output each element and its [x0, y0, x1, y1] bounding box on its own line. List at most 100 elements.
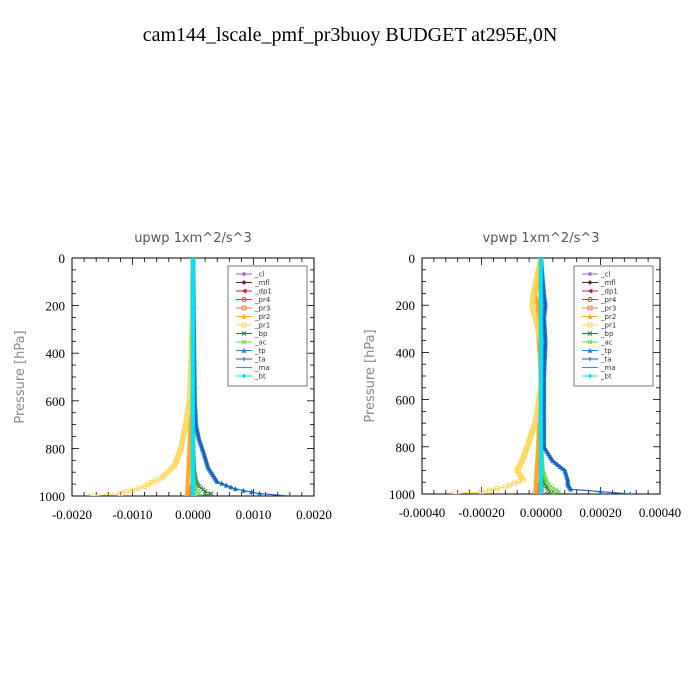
data-point [628, 492, 633, 494]
legend-entry-cl: _cl [236, 271, 264, 279]
legend-label: _ac [600, 339, 613, 347]
legend-marker [241, 331, 247, 336]
y-axis-label: Pressure [hPa] [13, 330, 28, 423]
legend-marker [587, 288, 593, 294]
legend-marker [241, 339, 247, 345]
chart-panel-1: upwp 1xm^2/s^3 Pressure [hPa] 0 200 400 600 80… [13, 231, 332, 522]
legend-marker [587, 347, 593, 353]
data-point [556, 489, 562, 494]
data-point [287, 494, 292, 496]
y-tick-label: 800 [396, 440, 416, 455]
x-tick-label: 0.0020 [296, 507, 332, 522]
y-tick-label: 400 [396, 345, 416, 360]
data-point [117, 491, 123, 496]
figure-title: cam144_lscale_pmf_pr3buoy BUDGET at295E,… [143, 24, 558, 46]
y-tick-label: 0 [59, 251, 66, 266]
legend-entry-ta: _ta [236, 356, 266, 364]
legend-entry-pr1: _pr1 [236, 322, 270, 330]
data-point [130, 487, 135, 493]
legend-entry-pr3: _pr3 [236, 305, 270, 313]
data-point [553, 460, 558, 465]
data-point [494, 486, 500, 491]
data-point [598, 489, 603, 494]
x-tick-label: -0.0020 [52, 507, 92, 522]
legend-label: _ma [600, 364, 616, 372]
legend-marker [587, 297, 593, 302]
data-point [564, 474, 569, 479]
series-pr1 [449, 258, 547, 494]
legend-label: _dp1 [600, 288, 618, 296]
legend-box [573, 265, 654, 387]
chart-panel-2: vpwp 1xm^2/s^3 Pressure [hPa] 0 200 400 600 80… [363, 231, 681, 520]
legend-label: _ac [254, 339, 267, 347]
legend-label: _dp1 [254, 288, 272, 296]
data-point [241, 488, 246, 493]
data-point [520, 477, 526, 483]
data-point [215, 479, 220, 484]
data-point [511, 480, 517, 486]
legend-entry-pr3: _pr3 [582, 305, 616, 313]
data-point [555, 462, 560, 467]
data-point [87, 493, 93, 496]
data-point [228, 485, 233, 490]
legend-marker [242, 272, 246, 276]
series-pr1 [87, 258, 196, 496]
legend-marker [241, 297, 247, 302]
legend-marker [242, 357, 246, 361]
data-point [507, 482, 513, 488]
x-tick-label: 0.00020 [579, 505, 621, 520]
legend-label: _ta [600, 356, 612, 364]
legend-marker [587, 280, 593, 285]
legend-entry-pr4: _pr4 [582, 296, 617, 304]
legend-marker [587, 331, 593, 336]
data-point [136, 485, 142, 491]
panel-title: upwp 1xm^2/s^3 [134, 231, 252, 246]
legend-entry-ma: _ma [236, 364, 270, 372]
data-point [249, 490, 254, 495]
legend-marker [241, 373, 247, 379]
series-bt [538, 258, 544, 494]
legend-label: _pr1 [600, 322, 616, 330]
data-point [538, 491, 544, 494]
legend-label: _pr2 [600, 313, 616, 321]
legend-marker [588, 272, 592, 276]
y-tick-label: 600 [396, 393, 416, 408]
data-point [486, 487, 492, 493]
legend: _cl_mfl_dp1_pr4_pr3_pr2_pr1_bp_ac_tp_ta_… [227, 265, 308, 387]
data-point [233, 486, 238, 491]
x-tick-label: -0.00020 [458, 505, 505, 520]
data-point [219, 481, 224, 486]
legend-entry-pr1: _pr1 [582, 322, 616, 330]
data-point [563, 472, 568, 477]
data-point [560, 466, 565, 471]
legend-label: _cl [254, 271, 264, 279]
legend-entry-pr2: _pr2 [582, 313, 616, 321]
x-tick-label: 0.0010 [236, 507, 272, 522]
legend-marker [588, 357, 592, 361]
legend-marker [241, 280, 247, 285]
data-point [568, 487, 573, 492]
series-group [87, 258, 292, 496]
y-tick-label: 200 [396, 298, 416, 313]
data-point [550, 485, 556, 491]
legend-marker [241, 347, 247, 353]
legend-entry-tp: _tp [236, 347, 266, 355]
panel-title: vpwp 1xm^2/s^3 [482, 231, 599, 246]
legend-entry-bp: _bp [236, 330, 268, 338]
data-point [562, 468, 567, 473]
legend-label: _mfl [254, 279, 270, 287]
chart-panels: upwp 1xm^2/s^3 Pressure [hPa] 0 200 400 600 80… [13, 231, 681, 522]
legend-label: _pr4 [600, 296, 617, 304]
legend-marker [587, 305, 593, 311]
data-point [142, 484, 148, 489]
series-group [449, 258, 633, 494]
data-point [550, 491, 556, 494]
legend-entry-ta: _ta [582, 356, 612, 364]
y-tick-label: 800 [46, 441, 66, 456]
data-point [565, 475, 570, 480]
legend-label: _mfl [600, 279, 616, 287]
legend-label: _bp [254, 330, 268, 338]
legend-label: _pr2 [254, 313, 270, 321]
legend-label: _bt [254, 373, 266, 381]
data-point [190, 493, 196, 496]
